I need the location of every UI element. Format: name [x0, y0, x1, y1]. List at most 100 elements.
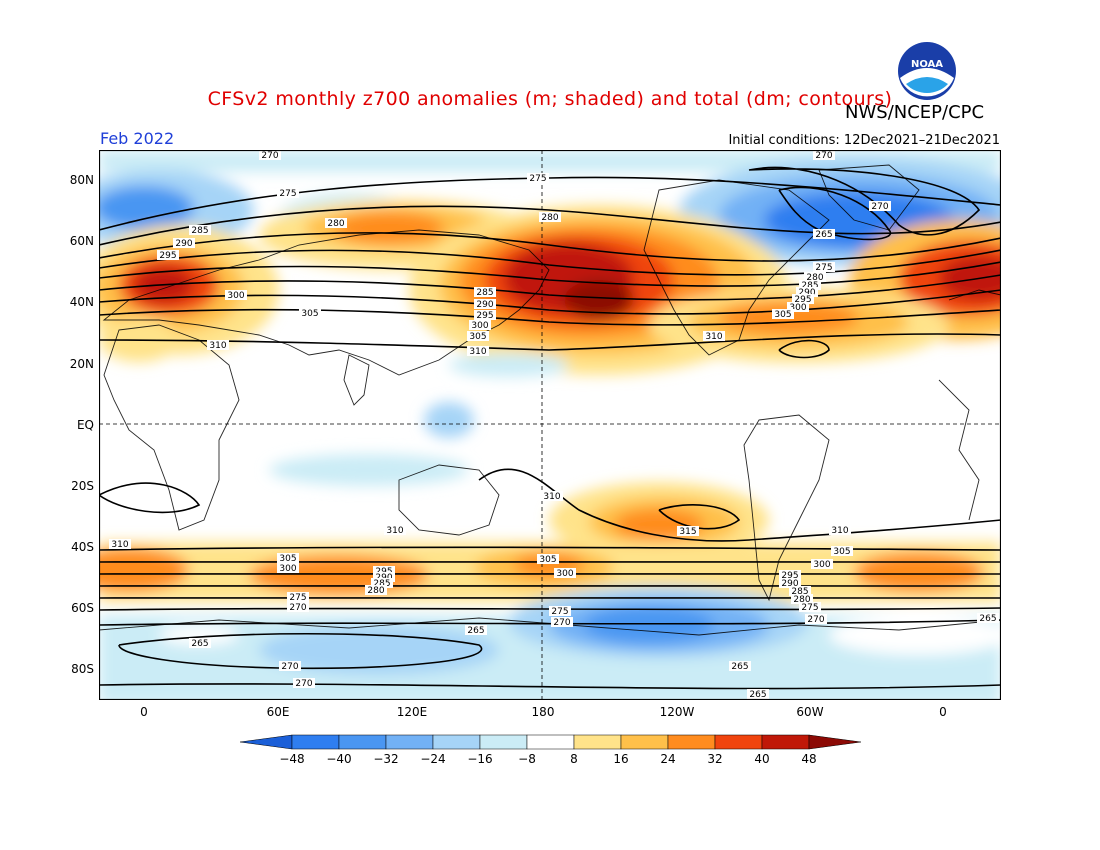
- lat-label: 40S: [71, 540, 94, 554]
- colorbar-cell: [620, 734, 669, 750]
- contour-label: 305: [299, 308, 321, 319]
- contour-label: 285: [371, 578, 393, 589]
- svg-text:310: 310: [831, 526, 848, 536]
- contour-label: 295: [474, 310, 496, 321]
- svg-text:310: 310: [543, 492, 560, 502]
- svg-text:280: 280: [806, 273, 823, 283]
- svg-text:295: 295: [781, 571, 798, 581]
- svg-text:305: 305: [539, 555, 556, 565]
- svg-text:290: 290: [476, 300, 493, 310]
- agency-label: NWS/NCEP/CPC: [845, 102, 985, 123]
- colorbar-label: 32: [707, 752, 723, 766]
- svg-text:285: 285: [373, 579, 390, 589]
- contour-label: 300: [811, 559, 833, 570]
- svg-text:280: 280: [367, 586, 384, 596]
- svg-text:300: 300: [279, 564, 296, 574]
- contour-label: 275: [287, 592, 309, 603]
- contour-label: [213, 340, 235, 350]
- svg-text:300: 300: [556, 569, 573, 579]
- svg-text:NOAA: NOAA: [911, 59, 943, 70]
- svg-text:290: 290: [175, 239, 192, 249]
- svg-text:280: 280: [793, 595, 810, 605]
- contour-label: 290: [796, 287, 818, 298]
- contour-label: 310: [703, 331, 725, 342]
- contour-label: 305: [831, 546, 853, 557]
- colorbar-label: 48: [801, 752, 817, 766]
- svg-text:285: 285: [801, 281, 818, 291]
- svg-text:310: 310: [386, 526, 403, 536]
- contour-label: 280: [325, 218, 347, 229]
- svg-text:300: 300: [813, 560, 830, 570]
- colorbar-label: −32: [373, 752, 399, 766]
- svg-text:280: 280: [327, 219, 344, 229]
- svg-text:310: 310: [469, 347, 486, 357]
- svg-text:270: 270: [871, 202, 888, 212]
- contour-label: 305: [467, 331, 489, 342]
- svg-text:295: 295: [159, 251, 176, 261]
- contour-label: 310: [541, 491, 563, 502]
- grid-lines: [99, 150, 1001, 700]
- colorbar-cell: [761, 734, 810, 750]
- lat-label: 20N: [69, 357, 94, 371]
- contour-label: 290: [173, 238, 195, 249]
- noaa-logo: NOAA: [898, 42, 956, 100]
- map-border: [99, 150, 1001, 700]
- lat-label: 60S: [71, 601, 94, 615]
- colorbar-cell: [714, 734, 763, 750]
- svg-text:305: 305: [279, 554, 296, 564]
- svg-text:265: 265: [815, 230, 832, 240]
- svg-text:275: 275: [289, 593, 306, 603]
- chart-title: CFSv2 monthly z700 anomalies (m; shaded)…: [207, 88, 893, 110]
- svg-text:275: 275: [551, 607, 568, 617]
- contour-label: 305: [277, 553, 299, 564]
- colorbar-cell: [432, 734, 481, 750]
- contour-label: 285: [799, 280, 821, 291]
- contour-label: 280: [539, 212, 561, 223]
- svg-text:310: 310: [705, 332, 722, 342]
- svg-text:305: 305: [833, 547, 850, 557]
- colorbar-arrow-low: [240, 734, 293, 750]
- contour-label: 280: [804, 272, 826, 283]
- svg-text:270: 270: [295, 679, 312, 689]
- contour-label: 315: [677, 526, 699, 537]
- contour-label: 295: [792, 294, 814, 305]
- contour-label: 270: [813, 150, 835, 161]
- lat-label: 20S: [71, 479, 94, 493]
- contour-label: 305: [772, 309, 794, 320]
- svg-text:275: 275: [801, 603, 818, 613]
- contour-label: 280: [791, 594, 813, 605]
- contour-label: [859, 205, 881, 215]
- svg-text:265: 265: [731, 662, 748, 672]
- contour-label: 285: [789, 586, 811, 597]
- contour-label: 310: [467, 346, 489, 357]
- contour-label: 310: [384, 525, 406, 536]
- contour-label: 300: [225, 290, 247, 301]
- colorbar-label: −24: [420, 752, 446, 766]
- contour-label: 295: [779, 570, 801, 581]
- colorbar-cell: [291, 734, 340, 750]
- svg-text:270: 270: [261, 151, 278, 161]
- contour-label: 295: [157, 250, 179, 261]
- svg-text:270: 270: [815, 151, 832, 161]
- svg-text:310: 310: [111, 540, 128, 550]
- svg-text:275: 275: [279, 189, 296, 199]
- colorbar-arrow-high: [808, 734, 862, 750]
- contour-label: 280: [365, 585, 387, 596]
- initial-conditions-label: Initial conditions: 12Dec2021–21Dec2021: [728, 133, 1000, 148]
- contour-label: 270: [293, 678, 315, 689]
- month-label: Feb 2022: [100, 129, 175, 148]
- colorbar-cell: [667, 734, 716, 750]
- svg-text:310: 310: [209, 341, 226, 351]
- contour-label: 275: [549, 606, 571, 617]
- contour-label: 285: [474, 287, 496, 298]
- contour-label: 310: [829, 525, 851, 536]
- lon-label: 0: [140, 705, 148, 719]
- colorbar-label: 40: [754, 752, 770, 766]
- contour-label: 310: [207, 340, 229, 351]
- svg-text:300: 300: [471, 321, 488, 331]
- svg-text:290: 290: [798, 288, 815, 298]
- svg-text:300: 300: [789, 303, 806, 313]
- svg-text:270: 270: [289, 603, 306, 613]
- colorbar-label: 8: [570, 752, 578, 766]
- contour-label: 290: [779, 578, 801, 589]
